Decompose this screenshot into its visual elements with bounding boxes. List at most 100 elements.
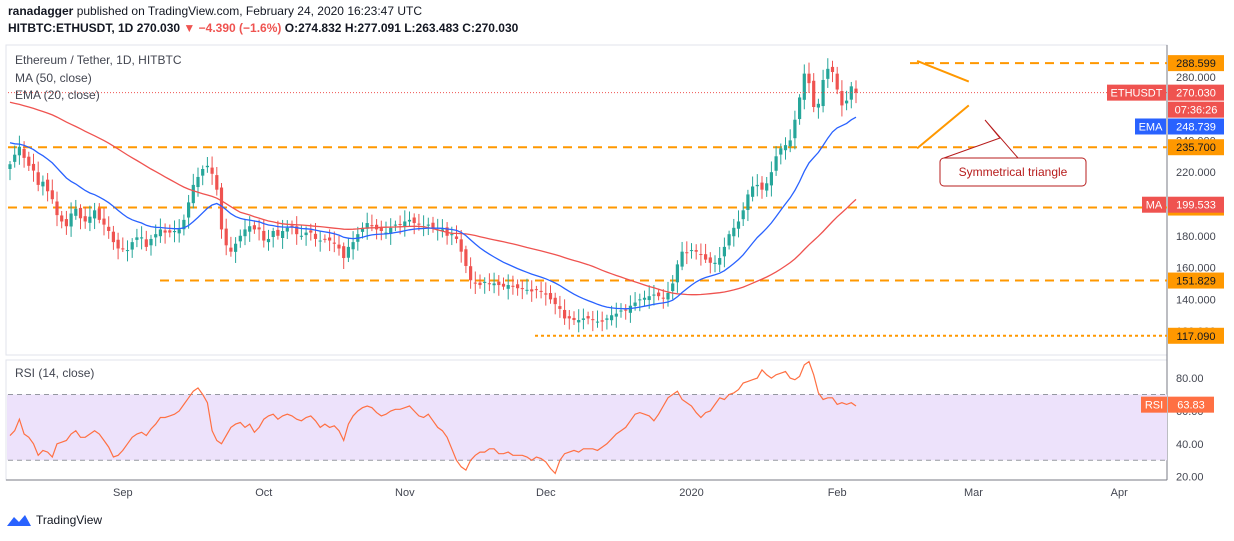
candle-body: [168, 230, 172, 233]
candle-body: [802, 73, 806, 100]
level-tag: [1168, 327, 1224, 344]
candle-body: [8, 164, 12, 169]
candle-body: [440, 229, 444, 231]
annotation-text: Symmetrical triangle: [959, 165, 1068, 179]
candle-body: [177, 229, 181, 234]
candle-body: [473, 282, 477, 284]
ma-name-tag: [1142, 196, 1166, 213]
ema-line: [9, 116, 857, 310]
candle-body: [393, 224, 397, 226]
candle-body: [642, 297, 647, 300]
candle-body: [389, 227, 393, 234]
candle-body: [158, 229, 162, 237]
annotation-pointer: [943, 119, 1019, 159]
candle-body: [140, 237, 144, 239]
candle-body: [60, 215, 64, 222]
ethusdt-name-label: ETHUSDT: [1111, 88, 1163, 100]
candle-body: [215, 175, 219, 190]
price-tick-label: 220.000: [1176, 167, 1216, 179]
candle-body: [426, 224, 430, 226]
ema-value-tag: [1168, 118, 1224, 135]
candle-body: [563, 309, 567, 319]
candle-body: [107, 226, 111, 231]
triangle-upper-line: [916, 59, 970, 83]
candle-body: [22, 148, 26, 158]
candle-body: [807, 73, 811, 84]
candle-body: [346, 246, 350, 258]
time-tick-label: Feb: [828, 487, 847, 499]
candle-body: [628, 305, 632, 313]
ethusdt-value-label: 270.030: [1176, 88, 1216, 100]
candle-body: [116, 239, 120, 249]
candle-body: [27, 156, 31, 166]
candle-body: [454, 236, 459, 239]
candle-body: [727, 234, 731, 246]
candle-body: [384, 232, 388, 234]
candle-body: [614, 313, 618, 317]
candle-body: [318, 240, 322, 242]
price-tick-label: 280.000: [1176, 72, 1216, 84]
candle-body: [271, 231, 275, 238]
candle-body: [276, 229, 280, 236]
level-tag-label: 117.090: [1177, 331, 1216, 343]
candle-body: [313, 233, 318, 239]
tradingview-logo[interactable]: TradingView: [6, 513, 102, 527]
candle-body: [732, 227, 736, 237]
candle-body: [337, 244, 341, 249]
legend-rsi[interactable]: RSI (14, close): [15, 366, 95, 380]
candle-body: [93, 210, 97, 219]
candle-body: [501, 283, 506, 287]
ema-value-label: 248.739: [1176, 121, 1216, 133]
candle-body: [266, 238, 271, 243]
candle-body: [722, 246, 726, 257]
candle-body: [530, 289, 534, 292]
author-name[interactable]: ranadagger: [8, 4, 74, 18]
tradingview-logo-icon: [7, 515, 31, 526]
candle-body: [102, 218, 106, 225]
candle-body: [835, 73, 839, 90]
candle-body: [328, 237, 332, 241]
candle-body: [182, 219, 186, 230]
rsi-name-tag: [1141, 396, 1167, 413]
candle-body: [309, 230, 313, 233]
candle-body: [97, 208, 101, 220]
candle-body: [511, 285, 515, 287]
candle-body: [783, 145, 788, 151]
time-tick-label: Nov: [395, 487, 415, 499]
candle-body: [88, 216, 92, 223]
c-label: C:: [462, 21, 475, 35]
rsi-band: [7, 394, 1167, 461]
legend-ema[interactable]: EMA (20, close): [15, 88, 100, 102]
triangle-lower-line: [916, 104, 970, 150]
l-value: 263.483: [415, 21, 459, 35]
rsi-tick-label: 20.00: [1176, 472, 1204, 484]
time-tick-label: Dec: [536, 487, 556, 499]
candle-body: [765, 183, 769, 191]
candle-body: [680, 251, 684, 267]
ema-name-label: EMA: [1139, 121, 1164, 133]
candle-body: [854, 88, 858, 93]
legend-ma[interactable]: MA (50, close): [15, 71, 92, 85]
candle-body: [548, 293, 553, 300]
ma-value-tag: [1168, 196, 1224, 213]
candle-body: [295, 226, 299, 235]
price-pane: [5, 44, 1168, 356]
legend-title[interactable]: Ethereum / Tether, 1D, HITBTC: [15, 53, 182, 67]
candle-body: [544, 293, 548, 295]
candle-body: [760, 182, 764, 190]
candle-body: [252, 225, 256, 230]
candle-body: [445, 227, 449, 236]
candle-body: [135, 237, 139, 240]
candle-body: [365, 223, 369, 229]
level-tag: [1168, 55, 1224, 72]
candle-body: [201, 169, 205, 176]
candle-body: [619, 310, 623, 312]
candle-body: [478, 282, 482, 286]
candle-body: [812, 80, 816, 107]
level-tag-label: 235.700: [1176, 142, 1216, 154]
candle-body: [412, 217, 416, 224]
candle-body: [694, 250, 698, 252]
candle-body: [741, 210, 745, 220]
candle-body: [567, 316, 571, 319]
